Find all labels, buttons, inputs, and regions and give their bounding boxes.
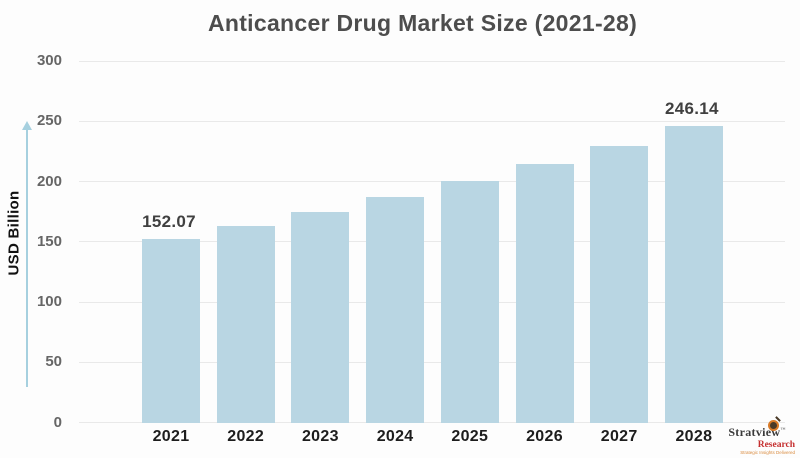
bar-2023 <box>291 212 350 423</box>
bar-2026 <box>515 164 574 423</box>
chart-title: Anticancer Drug Market Size (2021-28) <box>207 10 638 36</box>
y-tick-label: 150 <box>36 232 62 250</box>
data-label-2021: 152.07 <box>142 212 196 232</box>
x-tick-label: 2024 <box>376 428 414 445</box>
y-tick-label: 200 <box>36 172 62 190</box>
bar-2022 <box>216 226 275 423</box>
gridline-250 <box>79 120 785 122</box>
bar-2025 <box>440 181 499 423</box>
gridline-200 <box>79 181 785 182</box>
y-axis-arrow-line <box>26 129 28 387</box>
logo-subbrand-text: Research <box>757 440 795 450</box>
x-tick-label: 2027 <box>600 428 638 445</box>
x-tick-label: 2026 <box>526 428 563 445</box>
y-tick-label: 250 <box>36 112 62 130</box>
gridline-50 <box>79 361 785 363</box>
magnifier-icon <box>768 416 782 431</box>
logo-tagline-text: Strategic Insights Delivered <box>740 450 795 455</box>
logo-brand-row: Stratview™ <box>719 416 795 439</box>
data-label-2028: 246.14 <box>664 98 719 118</box>
gridline-300 <box>79 60 785 62</box>
y-tick-label: 0 <box>53 413 62 431</box>
gridline-0 <box>79 422 785 423</box>
y-tick-label: 300 <box>36 52 62 69</box>
x-tick-label: 2023 <box>301 428 339 445</box>
logo-trademark: ™ <box>780 428 786 433</box>
gridline-150 <box>79 241 785 243</box>
bar-2024 <box>366 197 425 423</box>
y-tick-label: 100 <box>36 293 62 310</box>
x-tick-label: 2025 <box>451 428 489 445</box>
x-tick-label: 2022 <box>227 428 265 445</box>
magnifier-lens <box>768 420 779 431</box>
bar-2028 <box>664 125 723 423</box>
bar-2027 <box>590 145 649 423</box>
gridline-100 <box>79 301 785 303</box>
logo-brand-text: Stratview <box>728 425 781 439</box>
x-tick-label: 2021 <box>152 428 190 445</box>
bar-2021 <box>142 239 200 423</box>
y-axis-arrow-head-icon <box>22 121 32 130</box>
x-tick-label: 2028 <box>675 428 713 445</box>
brand-logo: Stratview™ Research Strategic Insights D… <box>719 416 795 456</box>
y-tick-label: 50 <box>45 353 62 371</box>
